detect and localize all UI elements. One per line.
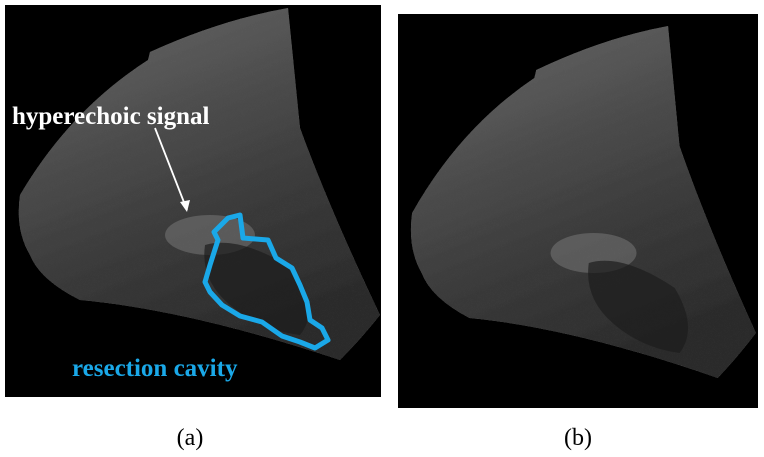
- panel-b: (b): [398, 14, 758, 451]
- cavity-annotation: resection cavity: [72, 355, 238, 382]
- caption: (a): [177, 425, 204, 451]
- panel-a: hyperechoic signal resection cavity (a): [5, 5, 381, 451]
- figure: hyperechoic signal resection cavity (a) …: [0, 0, 764, 457]
- signal-annotation: hyperechoic signal: [12, 103, 210, 130]
- caption: (b): [564, 425, 592, 451]
